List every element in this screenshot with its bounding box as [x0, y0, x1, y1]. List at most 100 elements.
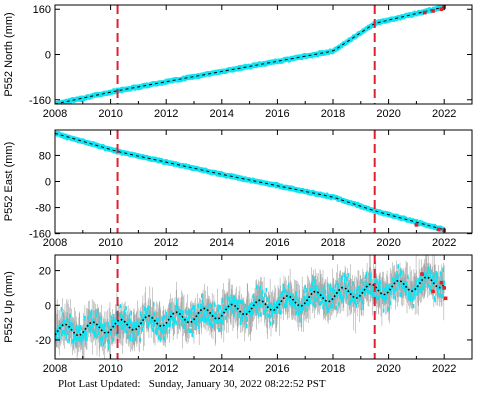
observation-point: [221, 310, 223, 315]
observation-point: [146, 318, 148, 323]
observation-point: [99, 316, 101, 321]
observation-point: [349, 290, 352, 295]
observation-point: [69, 325, 72, 331]
observation-point: [124, 328, 126, 333]
observation-point: [323, 286, 325, 291]
observation-point: [168, 302, 171, 308]
observation-point: [362, 305, 364, 310]
observation-point: [87, 315, 89, 321]
observation-point: [107, 344, 110, 349]
observation-point: [141, 327, 144, 332]
observation-point: [362, 281, 365, 287]
observation-point: [65, 333, 68, 339]
observation-point: [79, 324, 82, 330]
observation-point: [83, 330, 85, 335]
observation-point: [364, 274, 367, 280]
observation-point: [375, 287, 378, 293]
observation-point: [412, 286, 414, 292]
observation-point: [363, 291, 366, 297]
observation-point: [117, 328, 120, 334]
observation-point: [142, 323, 145, 328]
y-tick-label: 80: [39, 150, 51, 162]
observation-point: [252, 296, 255, 301]
data-layer-east: [55, 130, 446, 233]
observation-point: [206, 309, 209, 315]
observation-point: [92, 328, 94, 333]
y-axis-label-east: P552 East (mm): [3, 142, 15, 221]
observation-point: [231, 300, 234, 305]
observation-point: [437, 290, 440, 295]
observation-point: [343, 289, 345, 294]
observation-point: [125, 321, 128, 327]
observation-point: [61, 331, 63, 337]
observation-point: [131, 337, 134, 343]
observation-point: [318, 301, 321, 306]
observation-point: [97, 325, 100, 330]
observation-point: [119, 312, 121, 318]
observation-point: [91, 323, 94, 329]
observation-point: [103, 326, 106, 331]
y-axis-east: -160 -80 0 80: [29, 150, 472, 241]
observation-point: [409, 292, 411, 297]
observation-point: [322, 305, 324, 310]
observation-point: [394, 296, 397, 301]
x-tick-label: 2012: [154, 237, 178, 249]
observation-point: [288, 283, 290, 289]
observation-point: [233, 299, 236, 304]
observation-point: [335, 305, 337, 311]
observation-point: [184, 309, 187, 314]
observation-point: [259, 303, 262, 308]
observation-point: [242, 317, 244, 322]
observation-point: [110, 330, 112, 335]
x-tick-label: 2008: [43, 363, 67, 375]
observation-point: [230, 306, 233, 312]
observation-point: [262, 302, 264, 308]
y-axis-north: -160 0 160: [29, 4, 472, 107]
observation-point: [285, 298, 288, 303]
observation-point: [243, 308, 245, 313]
observation-point: [175, 299, 178, 304]
observation-point: [376, 279, 379, 284]
observation-point: [399, 272, 401, 278]
observation-point: [77, 335, 79, 341]
observation-point: [220, 318, 222, 323]
observation-point: [397, 274, 399, 280]
observation-point: [340, 297, 343, 302]
observation-point: [318, 288, 320, 293]
observation-point: [158, 325, 160, 330]
observation-point: [260, 312, 262, 317]
observation-point: [396, 277, 399, 282]
observation-point: [210, 323, 213, 328]
x-tick-label: 2010: [98, 363, 122, 375]
observation-point: [258, 295, 261, 301]
observation-point: [364, 285, 366, 290]
observation-point: [136, 318, 139, 324]
observation-point: [418, 278, 420, 283]
observation-point: [168, 329, 171, 334]
observation-point: [175, 305, 177, 310]
observation-point: [350, 298, 352, 304]
observation-point: [309, 299, 312, 305]
observation-point: [57, 336, 59, 342]
observation-point: [191, 318, 193, 323]
observation-point: [171, 311, 173, 316]
observation-point: [75, 324, 78, 330]
observation-point: [187, 328, 189, 334]
observation-point: [55, 335, 58, 340]
observation-point: [319, 291, 322, 297]
observation-point: [435, 270, 438, 276]
x-tick-label: 2008: [43, 108, 67, 120]
observation-point: [150, 324, 153, 329]
observation-point: [236, 299, 238, 305]
observation-point: [332, 298, 334, 303]
observation-point: [413, 296, 415, 301]
observation-point: [286, 290, 289, 295]
observation-point: [317, 293, 320, 298]
observation-point: [316, 297, 319, 302]
observation-point: [311, 288, 314, 293]
observation-point: [423, 282, 425, 287]
observation-point: [372, 293, 374, 298]
observation-point: [411, 297, 413, 302]
observation-point: [155, 318, 158, 323]
observation-point: [360, 295, 362, 300]
